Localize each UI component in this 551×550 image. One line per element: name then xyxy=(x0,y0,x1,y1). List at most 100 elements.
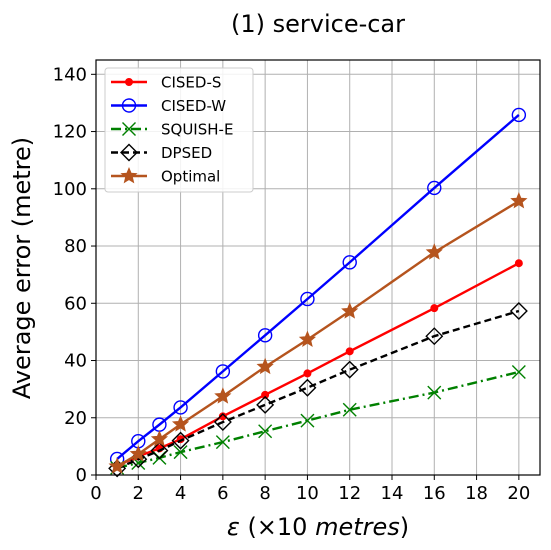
legend-marker xyxy=(125,78,133,86)
x-tick-label: 18 xyxy=(465,483,488,504)
x-tick-label: 10 xyxy=(296,483,319,504)
legend-marker xyxy=(122,122,136,136)
data-point xyxy=(511,364,526,379)
data-point xyxy=(150,441,169,460)
series-line xyxy=(116,262,520,467)
data-point xyxy=(258,424,273,439)
marker-stroke xyxy=(173,445,188,460)
legend-marker xyxy=(120,143,138,162)
data-point xyxy=(215,364,231,379)
data-point xyxy=(257,328,273,343)
data-point xyxy=(213,413,232,432)
legend-label: DPSED xyxy=(161,144,212,162)
legend-entry: SQUISH-E xyxy=(111,121,233,139)
y-tick-label: 80 xyxy=(64,236,87,257)
data-point xyxy=(340,360,359,379)
marker-stroke xyxy=(122,122,136,136)
x-axis-label-symbol: ε xyxy=(227,513,240,541)
data-point xyxy=(173,400,188,415)
data-point xyxy=(342,402,357,417)
data-point xyxy=(342,255,357,270)
y-tick-label: 40 xyxy=(64,351,87,372)
marker-stroke xyxy=(427,385,442,400)
marker-stroke xyxy=(342,402,357,417)
legend-marker xyxy=(121,98,137,113)
data-point xyxy=(171,415,190,432)
data-point xyxy=(425,243,443,260)
y-axis-label: Average error (metre) xyxy=(8,137,36,399)
data-point xyxy=(430,304,439,313)
data-point xyxy=(300,291,315,307)
x-tick-label: 6 xyxy=(217,483,228,504)
legend-label: Optimal xyxy=(161,168,220,186)
data-point xyxy=(150,430,169,447)
x-axis-label-suffix: ) xyxy=(400,513,409,541)
data-point xyxy=(261,390,270,399)
series-optimal xyxy=(108,192,528,474)
legend-label: SQUISH-E xyxy=(161,121,233,139)
data-point xyxy=(300,413,315,428)
series-squish-e xyxy=(110,364,526,475)
series-line xyxy=(116,200,520,468)
series-dpsed xyxy=(108,302,528,478)
x-tick-label: 14 xyxy=(381,483,404,504)
data-point xyxy=(108,457,126,474)
marker-stroke xyxy=(300,413,315,428)
x-tick-label: 2 xyxy=(133,483,144,504)
x-tick-label: 16 xyxy=(423,483,446,504)
x-axis-label-unit: metres xyxy=(315,513,400,541)
data-point xyxy=(345,347,354,356)
y-tick-label: 20 xyxy=(64,408,87,429)
marker-stroke xyxy=(258,424,273,439)
chart-title: (1) service-car xyxy=(231,10,405,38)
series-line xyxy=(116,114,520,460)
series-layer xyxy=(108,107,528,478)
data-point xyxy=(509,302,528,320)
data-point xyxy=(298,330,317,347)
data-point xyxy=(341,302,359,319)
legend-entry: Optimal xyxy=(111,166,220,186)
data-point xyxy=(256,395,275,414)
legend-box xyxy=(104,67,254,193)
ticks: 0 2 4 6 8 10 12 14 16 18 20 0 20 40 60 80 100 120 140 xyxy=(53,64,531,504)
x-tick-label: 12 xyxy=(338,483,361,504)
data-point xyxy=(427,385,442,400)
x-tick-label: 20 xyxy=(507,483,530,504)
series-line xyxy=(116,370,520,470)
data-point xyxy=(256,357,274,375)
legend: CISED-S CISED-W SQUISH-E DPSED Optimal xyxy=(104,67,254,193)
data-point xyxy=(171,431,190,450)
x-tick-label: 0 xyxy=(90,483,101,504)
legend-marker xyxy=(120,166,138,184)
data-point xyxy=(510,192,528,209)
data-point xyxy=(298,378,317,397)
y-tick-label: 140 xyxy=(53,64,87,85)
marker-stroke xyxy=(511,364,526,379)
y-tick-label: 60 xyxy=(64,293,87,314)
data-point xyxy=(514,259,523,268)
x-tick-label: 4 xyxy=(175,483,186,504)
marker-stroke xyxy=(215,435,230,450)
x-tick-label: 8 xyxy=(259,483,270,504)
data-point xyxy=(129,445,147,462)
data-point xyxy=(214,387,232,404)
data-point xyxy=(303,369,312,378)
data-point xyxy=(427,180,442,196)
y-tick-label: 0 xyxy=(76,465,87,486)
y-tick-label: 120 xyxy=(53,122,87,143)
legend-entry: CISED-S xyxy=(111,74,221,92)
data-point xyxy=(215,435,230,450)
legend-label: CISED-S xyxy=(161,74,221,92)
legend-entry: CISED-W xyxy=(111,97,226,115)
x-axis-label-prefix: (×10 xyxy=(240,513,315,541)
data-point xyxy=(173,445,188,460)
legend-entry: DPSED xyxy=(111,143,212,162)
series-cised-w xyxy=(109,107,527,467)
data-point xyxy=(511,107,527,123)
plot-frame xyxy=(95,59,541,476)
series-line xyxy=(116,309,520,470)
y-tick-label: 100 xyxy=(53,179,87,200)
data-point xyxy=(218,412,227,421)
legend-label: CISED-W xyxy=(161,97,226,115)
